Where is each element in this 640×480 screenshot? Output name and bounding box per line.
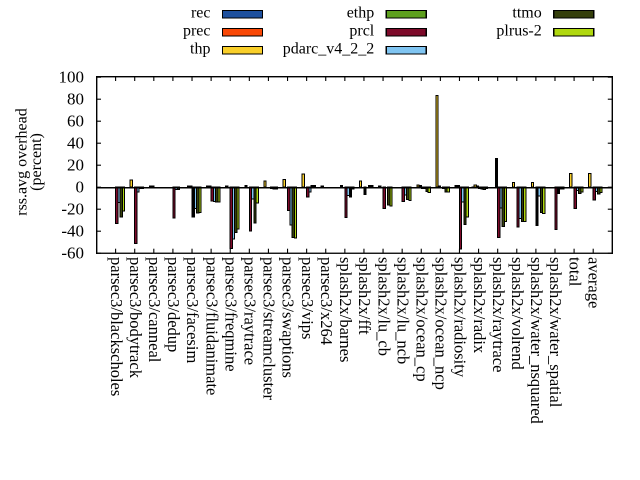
svg-text:rec: rec: [191, 5, 211, 22]
svg-text:splash2x/lu_ncb: splash2x/lu_ncb: [393, 257, 412, 364]
svg-text:20: 20: [67, 156, 84, 175]
svg-text:splash2x/ocean_cp: splash2x/ocean_cp: [412, 257, 431, 382]
svg-text:parsec3/fluidanimate: parsec3/fluidanimate: [202, 257, 221, 395]
svg-text:80: 80: [67, 90, 84, 109]
svg-text:ttmo: ttmo: [512, 5, 541, 22]
svg-text:rss.avg overhead: rss.avg overhead: [14, 108, 31, 216]
svg-text:thp: thp: [190, 41, 210, 58]
svg-text:40: 40: [67, 134, 84, 153]
svg-text:parsec3/swaptions: parsec3/swaptions: [279, 257, 298, 378]
svg-text:splash2x/lu_cb: splash2x/lu_cb: [374, 257, 393, 356]
svg-text:prcl: prcl: [349, 23, 374, 40]
svg-text:ethp: ethp: [347, 5, 375, 22]
svg-text:0: 0: [76, 178, 85, 197]
svg-text:plrus-2: plrus-2: [496, 23, 541, 40]
svg-text:-60: -60: [61, 244, 84, 263]
svg-text:splash2x/ocean_ncp: splash2x/ocean_ncp: [432, 257, 451, 390]
svg-text:splash2x/fft: splash2x/fft: [355, 257, 374, 335]
svg-text:-40: -40: [61, 222, 84, 241]
svg-text:prec: prec: [183, 23, 211, 40]
svg-text:parsec3/blackscholes: parsec3/blackscholes: [107, 257, 126, 396]
svg-text:parsec3/freqmine: parsec3/freqmine: [221, 257, 240, 372]
svg-text:parsec3/canneal: parsec3/canneal: [145, 257, 164, 363]
svg-text:(percent): (percent): [28, 133, 45, 191]
svg-text:parsec3/bodytrack: parsec3/bodytrack: [126, 257, 145, 379]
svg-text:splash2x/water_nsquared: splash2x/water_nsquared: [527, 257, 546, 425]
svg-text:parsec3/raytrace: parsec3/raytrace: [241, 257, 260, 365]
svg-text:parsec3/x264: parsec3/x264: [317, 257, 336, 345]
svg-text:100: 100: [59, 68, 85, 87]
svg-text:splash2x/radix: splash2x/radix: [470, 257, 489, 354]
svg-text:pdarc_v4_2_2: pdarc_v4_2_2: [283, 41, 375, 58]
svg-text:splash2x/barnes: splash2x/barnes: [336, 257, 355, 362]
svg-text:parsec3/vips: parsec3/vips: [298, 257, 317, 339]
svg-text:60: 60: [67, 112, 84, 131]
svg-text:parsec3/streamcluster: parsec3/streamcluster: [260, 257, 279, 400]
svg-text:parsec3/facesim: parsec3/facesim: [183, 257, 202, 363]
svg-text:parsec3/dedup: parsec3/dedup: [164, 257, 183, 352]
svg-text:splash2x/water_spatial: splash2x/water_spatial: [546, 257, 565, 408]
svg-text:splash2x/volrend: splash2x/volrend: [508, 257, 527, 370]
svg-text:-20: -20: [61, 200, 84, 219]
svg-text:splash2x/raytrace: splash2x/raytrace: [489, 257, 508, 372]
svg-text:total: total: [565, 257, 584, 287]
svg-text:average: average: [584, 257, 603, 308]
svg-text:splash2x/radiosity: splash2x/radiosity: [451, 257, 470, 378]
